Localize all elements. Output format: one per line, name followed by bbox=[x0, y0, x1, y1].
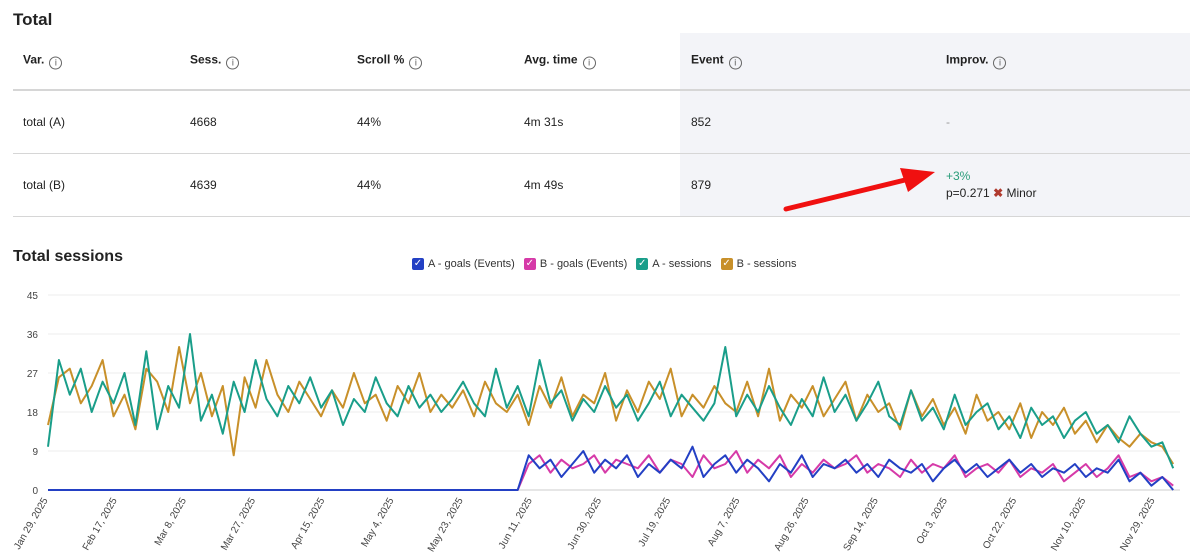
x-tick-label: Feb 17, 2025 bbox=[81, 496, 120, 553]
cell-sess: 4668 bbox=[190, 114, 217, 129]
checkbox-icon[interactable]: ✓ bbox=[523, 258, 536, 270]
header-var: Var. i bbox=[23, 53, 63, 70]
header-avg-time: Avg. time i bbox=[524, 53, 596, 70]
info-icon[interactable]: i bbox=[728, 56, 742, 70]
y-tick-label: 27 bbox=[27, 369, 39, 380]
checkbox-icon[interactable]: ✓ bbox=[412, 258, 424, 270]
header-sess: Sess. i bbox=[190, 53, 240, 70]
table-row: total (A) 4668 44% 4m 31s 852 - bbox=[13, 90, 1190, 154]
legend-a-goals[interactable]: ✓ A - goals (Events) bbox=[412, 258, 515, 270]
table-header: Var. i Sess. i Scroll % i Avg. time i Event i… bbox=[13, 33, 1190, 91]
significance-label: Minor bbox=[1006, 186, 1037, 200]
header-event: Event i bbox=[691, 53, 742, 70]
x-tick-label: Apr 15, 2025 bbox=[289, 496, 327, 551]
series-line-a-goals-events- bbox=[48, 445, 1174, 491]
info-icon[interactable]: i bbox=[226, 56, 240, 70]
x-tick-label: Jul 19, 2025 bbox=[637, 496, 674, 549]
header-improv: Improv. i bbox=[946, 53, 1007, 70]
info-icon[interactable]: i bbox=[582, 56, 596, 70]
info-icon[interactable]: i bbox=[49, 56, 63, 70]
header-scroll: Scroll % i bbox=[357, 53, 423, 70]
cell-scroll: 44% bbox=[357, 178, 382, 192]
y-tick-label: 0 bbox=[32, 486, 38, 497]
event-columns-highlight bbox=[680, 33, 1190, 217]
improvement-value: +3% bbox=[946, 169, 971, 183]
y-tick-label: 36 bbox=[27, 330, 39, 341]
table-row: total (B) 4639 44% 4m 49s 879 +3% p=0.27… bbox=[13, 154, 1190, 217]
checkbox-icon[interactable]: ✓ bbox=[720, 258, 733, 270]
x-tick-label: Aug 26, 2025 bbox=[772, 496, 811, 553]
x-tick-label: Jan 29, 2025 bbox=[12, 496, 51, 552]
y-tick-label: 45 bbox=[27, 291, 39, 302]
chart-title: Total sessions bbox=[13, 248, 123, 265]
info-icon[interactable]: i bbox=[409, 56, 423, 70]
legend-b-goals[interactable]: ✓ B - goals (Events) bbox=[523, 258, 628, 270]
cross-icon: ✖ bbox=[993, 186, 1004, 200]
p-value: p=0.271 bbox=[946, 186, 990, 200]
series-line-b-sessions bbox=[47, 346, 1175, 465]
x-tick-label: Jun 11, 2025 bbox=[497, 496, 535, 551]
cell-avg-time: 4m 31s bbox=[524, 114, 564, 129]
x-tick-label: Oct 3, 2025 bbox=[915, 496, 951, 547]
checkbox-icon[interactable]: ✓ bbox=[636, 258, 649, 270]
cell-var: total (A) bbox=[23, 114, 66, 129]
legend-b-sessions[interactable]: ✓ B - sessions bbox=[720, 258, 797, 270]
cell-improv: +3% p=0.271 ✖ Minor bbox=[946, 168, 1036, 202]
totals-table: Var. i Sess. i Scroll % i Avg. time i Event i… bbox=[13, 33, 1190, 217]
cell-improv: - bbox=[946, 114, 950, 129]
x-tick-label: Mar 27, 2025 bbox=[219, 496, 258, 553]
y-tick-label: 18 bbox=[27, 408, 39, 419]
x-tick-label: Sep 14, 2025 bbox=[842, 496, 881, 553]
cell-sess: 4639 bbox=[190, 178, 217, 192]
cell-avg-time: 4m 49s bbox=[524, 178, 564, 192]
x-tick-label: May 4, 2025 bbox=[359, 496, 396, 550]
x-tick-label: May 23, 2025 bbox=[426, 496, 466, 554]
x-tick-label: Nov 29, 2025 bbox=[1118, 496, 1157, 553]
cell-event: 852 bbox=[691, 114, 712, 129]
cell-scroll: 44% bbox=[357, 114, 382, 129]
x-tick-label: Jun 30, 2025 bbox=[566, 496, 605, 552]
x-tick-label: Oct 22, 2025 bbox=[981, 496, 1019, 551]
series-line-b-goals-events- bbox=[48, 450, 1174, 491]
x-tick-label: Mar 8, 2025 bbox=[153, 496, 189, 548]
series-line-a-sessions bbox=[47, 333, 1175, 469]
x-tick-label: Nov 10, 2025 bbox=[1049, 496, 1088, 553]
y-tick-label: 9 bbox=[32, 447, 38, 458]
cell-var: total (B) bbox=[23, 178, 66, 192]
legend-a-sessions[interactable]: ✓ A - sessions bbox=[636, 258, 712, 270]
info-icon[interactable]: i bbox=[993, 56, 1007, 70]
cell-event: 879 bbox=[691, 178, 712, 192]
section-title: Total bbox=[13, 10, 53, 29]
x-tick-label: Aug 7, 2025 bbox=[706, 496, 743, 549]
chart-legend: ✓ A - goals (Events) ✓ B - goals (Events) … bbox=[412, 258, 796, 270]
